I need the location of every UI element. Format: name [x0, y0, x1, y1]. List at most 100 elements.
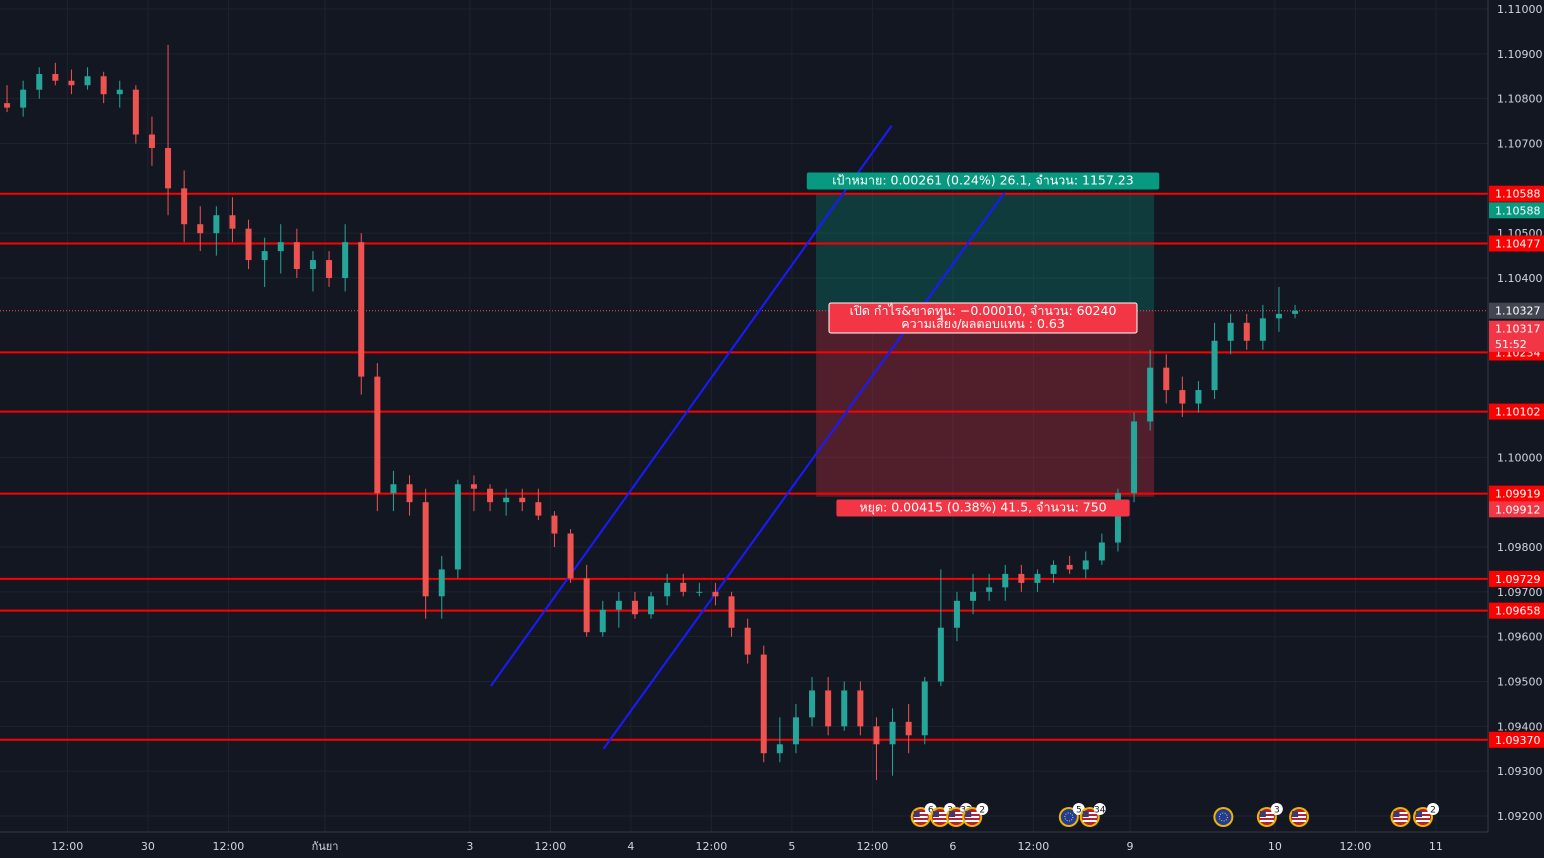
candle[interactable]	[599, 600, 606, 637]
candle[interactable]	[245, 219, 252, 270]
candle[interactable]	[760, 645, 767, 763]
us-flag-icon[interactable]: 3	[930, 803, 957, 827]
candle[interactable]	[213, 206, 220, 256]
trend-channel[interactable]	[490, 124, 1006, 750]
candle[interactable]	[664, 573, 671, 606]
us-flag-icon[interactable]: 6	[910, 803, 937, 827]
candle[interactable]	[277, 224, 284, 274]
eu-flag-icon[interactable]: 5	[1058, 803, 1085, 827]
candle[interactable]	[36, 67, 43, 99]
candle[interactable]	[358, 233, 365, 395]
target-zone[interactable]	[816, 193, 1155, 311]
candle[interactable]	[342, 224, 349, 292]
candle[interactable]	[615, 591, 622, 628]
candle[interactable]	[309, 251, 316, 292]
candle[interactable]	[181, 170, 188, 243]
candle[interactable]	[52, 62, 59, 86]
candle[interactable]	[841, 681, 848, 731]
candle[interactable]	[809, 677, 816, 727]
candle[interactable]	[229, 197, 236, 243]
line-price-tag[interactable]: 1.10102	[1489, 403, 1544, 420]
us-flag-icon[interactable]	[1390, 807, 1411, 827]
candle[interactable]	[631, 591, 638, 619]
candle[interactable]	[293, 228, 300, 278]
candle[interactable]	[406, 475, 413, 516]
candle[interactable]	[970, 573, 977, 615]
candle[interactable]	[792, 703, 799, 754]
eu-flag-icon[interactable]	[1213, 807, 1234, 827]
candle[interactable]	[1243, 313, 1250, 350]
us-flag-icon[interactable]: 34	[1079, 803, 1106, 827]
candle[interactable]	[326, 251, 333, 287]
candle[interactable]	[1050, 560, 1057, 583]
candle[interactable]	[116, 80, 123, 108]
price-tag[interactable]: 1.10317	[1489, 320, 1544, 337]
candle[interactable]	[1292, 304, 1299, 319]
candle[interactable]	[1002, 564, 1009, 601]
channel-upper-line[interactable]	[490, 124, 893, 687]
candle[interactable]	[873, 717, 880, 781]
candle[interactable]	[1098, 533, 1105, 565]
channel-lower-line[interactable]	[602, 192, 1006, 750]
candle[interactable]	[165, 44, 172, 216]
horizontal-lines[interactable]	[0, 192, 1488, 741]
candle[interactable]	[1275, 286, 1282, 332]
candle[interactable]	[728, 591, 735, 637]
candle[interactable]	[1195, 381, 1202, 413]
line-price-tag[interactable]: 1.09729	[1489, 570, 1544, 587]
candle[interactable]	[519, 488, 526, 512]
price-tag[interactable]: 51:52	[1489, 335, 1544, 352]
candle[interactable]	[197, 206, 204, 252]
candle[interactable]	[905, 703, 912, 754]
candle[interactable]	[1066, 555, 1073, 574]
line-price-tag[interactable]: 1.09658	[1489, 602, 1544, 619]
candle[interactable]	[1163, 354, 1170, 404]
candles[interactable]	[4, 44, 1299, 781]
line-price-tag[interactable]: 1.10588	[1489, 185, 1544, 202]
us-flag-icon[interactable]: 2	[1413, 803, 1440, 827]
line-price-tag[interactable]: 1.10477	[1489, 235, 1544, 252]
economic-events[interactable]: 6332253432	[910, 803, 1440, 827]
candle[interactable]	[583, 564, 590, 637]
candle[interactable]	[132, 85, 139, 144]
candle[interactable]	[4, 85, 11, 113]
candle[interactable]	[1131, 412, 1138, 503]
candle[interactable]	[1114, 488, 1121, 552]
candle[interactable]	[68, 69, 75, 95]
candle[interactable]	[551, 511, 558, 547]
candle[interactable]	[261, 237, 268, 287]
candle[interactable]	[1147, 349, 1154, 431]
price-tag[interactable]: 1.09912	[1489, 501, 1544, 518]
candle[interactable]	[712, 582, 719, 606]
candle[interactable]	[680, 573, 687, 597]
candle[interactable]	[454, 479, 461, 579]
candle[interactable]	[422, 488, 429, 619]
candle[interactable]	[20, 80, 27, 117]
stop-zone[interactable]	[816, 310, 1155, 497]
candle[interactable]	[1211, 322, 1218, 400]
candle[interactable]	[374, 363, 381, 512]
candle[interactable]	[1227, 313, 1234, 355]
price-tag[interactable]: 1.10588	[1489, 202, 1544, 219]
price-axis[interactable]: 1.110001.109001.108001.107001.105001.104…	[1487, 0, 1544, 858]
candle[interactable]	[438, 555, 445, 619]
candle[interactable]	[567, 529, 574, 583]
candle[interactable]	[535, 488, 542, 521]
candle[interactable]	[100, 71, 107, 104]
candle[interactable]	[1082, 551, 1089, 579]
candle[interactable]	[857, 681, 864, 736]
candle[interactable]	[390, 470, 397, 512]
candle[interactable]	[696, 582, 703, 597]
candle[interactable]	[776, 717, 783, 763]
candle[interactable]	[953, 591, 960, 642]
candle[interactable]	[1034, 569, 1041, 592]
position-zone[interactable]	[816, 193, 1155, 497]
candle[interactable]	[1179, 376, 1186, 417]
candle[interactable]	[487, 484, 494, 512]
us-flag-icon[interactable]: 2	[962, 803, 989, 827]
line-price-tag[interactable]: 1.09370	[1489, 731, 1544, 748]
candle[interactable]	[1018, 564, 1025, 592]
price-tag[interactable]: 1.10327	[1489, 302, 1544, 319]
us-flag-icon[interactable]: 3	[1256, 803, 1283, 827]
